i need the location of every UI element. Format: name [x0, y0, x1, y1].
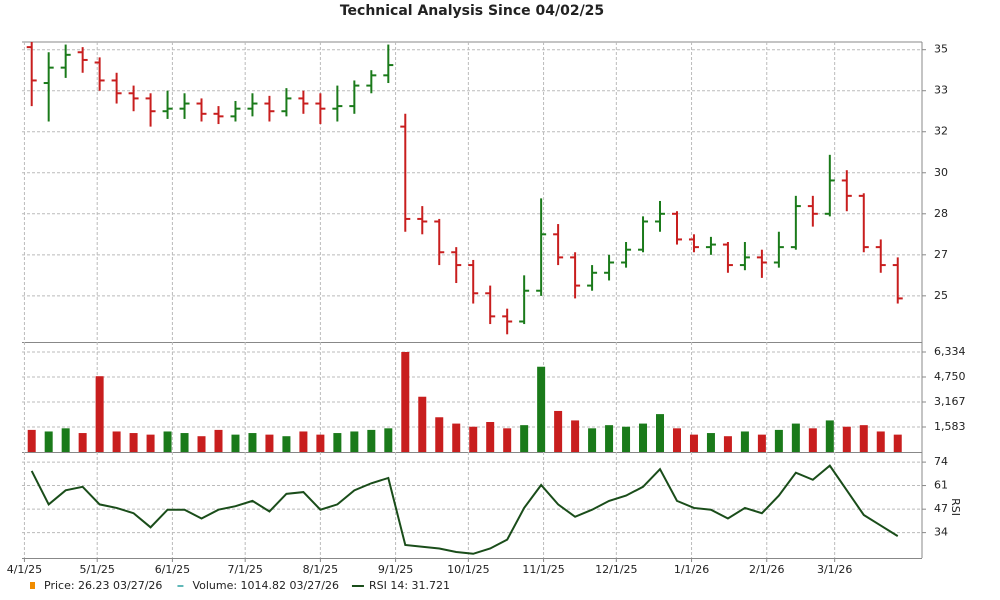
volume-bar — [757, 434, 766, 452]
x-tick-label: 5/1/25 — [79, 563, 114, 576]
volume-bar — [554, 410, 563, 452]
x-tick-label: 3/1/26 — [817, 563, 852, 576]
volume-bar — [859, 425, 868, 452]
x-tick-label: 1/1/26 — [674, 563, 709, 576]
volume-bar — [316, 434, 325, 452]
volume-bar — [452, 423, 461, 452]
volume-bar — [265, 434, 274, 452]
volume-bar — [537, 366, 546, 452]
volume-bar — [639, 423, 648, 452]
y-tick-label: 34 — [934, 526, 948, 539]
legend-swatch — [30, 582, 35, 589]
volume-bar — [282, 436, 291, 452]
x-tick-label: 8/1/25 — [303, 563, 338, 576]
y-tick-label: 1,583 — [934, 420, 966, 433]
volume-bar — [78, 433, 87, 452]
volume-bar — [706, 433, 715, 452]
x-tick-label: 6/1/25 — [155, 563, 190, 576]
volume-bar — [146, 434, 155, 452]
volume-bar — [384, 428, 393, 452]
volume-bar — [605, 425, 614, 452]
y-tick-label: 30 — [934, 166, 948, 179]
volume-bar — [299, 431, 308, 452]
volume-bar — [808, 428, 817, 452]
legend-label: Volume: 1014.82 03/27/26 — [192, 579, 339, 592]
volume-bar — [333, 433, 342, 452]
volume-bar — [367, 429, 376, 452]
volume-bar — [723, 436, 732, 452]
volume-bar — [503, 428, 512, 452]
volume-bar — [129, 433, 138, 452]
y-tick-label: 61 — [934, 479, 948, 492]
volume-bar — [520, 425, 529, 452]
x-tick-label: 10/1/25 — [447, 563, 489, 576]
legend-label: Price: 26.23 03/27/26 — [44, 579, 162, 592]
volume-bar — [689, 434, 698, 452]
volume-bar — [740, 431, 749, 452]
y-tick-label: 25 — [934, 289, 948, 302]
volume-bar — [350, 431, 359, 452]
volume-bar — [876, 431, 885, 452]
y-tick-label: 47 — [934, 502, 948, 515]
x-tick-label: 7/1/25 — [227, 563, 262, 576]
volume-bar — [588, 428, 597, 452]
volume-bar — [197, 436, 206, 452]
volume-bar — [27, 429, 36, 452]
y-tick-label: 35 — [934, 43, 948, 56]
x-tick-label: 2/1/26 — [749, 563, 784, 576]
volume-bar — [842, 426, 851, 452]
y-tick-label: 6,334 — [934, 345, 966, 358]
rsi-line — [30, 464, 899, 555]
volume-bar — [435, 417, 444, 452]
volume-bar — [163, 431, 172, 452]
y-tick-label: 28 — [934, 207, 948, 220]
volume-bar — [401, 351, 410, 452]
volume-bar — [893, 434, 902, 452]
x-tick-label: 11/1/25 — [522, 563, 564, 576]
volume-bar — [622, 426, 631, 452]
volume-bar — [231, 434, 240, 452]
y-tick-label: 33 — [934, 84, 948, 97]
volume-bar — [571, 420, 580, 452]
volume-bar — [214, 429, 223, 452]
volume-bar — [180, 433, 189, 452]
x-tick-label: 9/1/25 — [378, 563, 413, 576]
chart-title: Technical Analysis Since 04/02/25 — [340, 3, 604, 19]
y-tick-label: 4,750 — [934, 370, 966, 383]
volume-bar — [791, 423, 800, 452]
volume-bar — [248, 433, 257, 452]
volume-bar — [774, 429, 783, 452]
volume-bar — [656, 414, 665, 452]
volume-bar — [95, 376, 104, 452]
volume-bar — [469, 426, 478, 452]
y-tick-label: 32 — [934, 125, 948, 138]
volume-bar — [486, 422, 495, 452]
x-tick-label: 4/1/25 — [7, 563, 42, 576]
y-tick-label: 74 — [934, 455, 948, 468]
legend-label: RSI 14: 31.721 — [369, 579, 450, 592]
x-tick-label: 12/1/25 — [595, 563, 637, 576]
volume-bar — [825, 420, 834, 452]
y-tick-label: 27 — [934, 248, 948, 261]
volume-bar — [112, 431, 121, 452]
y-tick-label: 3,167 — [934, 395, 966, 408]
volume-bar — [418, 396, 427, 452]
y-axis-label: RSI — [949, 498, 962, 516]
volume-bar — [61, 428, 70, 452]
volume-bar — [44, 431, 53, 452]
volume-bar — [672, 428, 681, 452]
